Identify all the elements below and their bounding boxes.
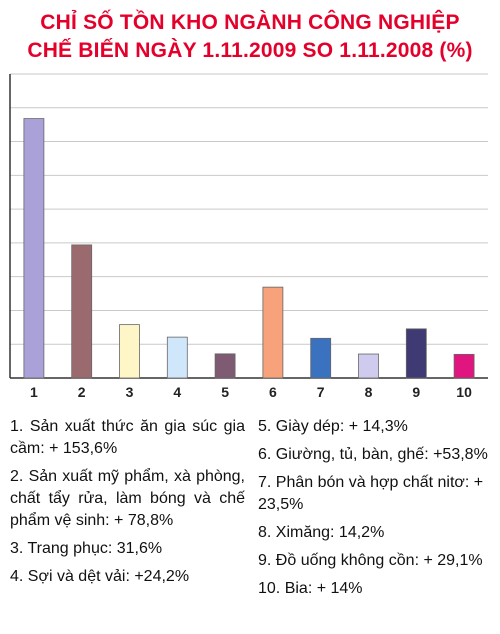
bar-4	[166, 336, 188, 379]
legend-item-3: 3. Trang phục: 31,6%	[10, 540, 163, 557]
x-tick-label-6: 6	[269, 384, 277, 400]
chart-title: CHỈ SỐ TỒN KHO NGÀNH CÔNG NGHIỆP	[40, 11, 460, 34]
legend-right-column: 5. Giày dép: + 14,3% 6. Giường, tủ, bàn,…	[258, 416, 492, 606]
legend-left-column: 1. Sản xuất thức ăn gia súc gia cầm: + 1…	[10, 416, 245, 594]
x-tick-label-8: 8	[365, 384, 373, 400]
bar-10	[453, 353, 475, 379]
legend-item-1: 1. Sản xuất thức ăn gia súc gia cầm: + 1…	[10, 418, 245, 457]
x-tick-label-10: 10	[456, 384, 472, 400]
bar-chart: 1 2 3 4 5 6 7 8 9 10	[9, 73, 488, 400]
bar-6	[262, 286, 284, 379]
x-tick-label-9: 9	[412, 384, 420, 400]
bar-3	[119, 324, 140, 379]
legend-item-9: 9. Đồ uống không cồn: + 29,1%	[258, 552, 483, 569]
bar-9	[405, 328, 427, 379]
bar-2	[71, 244, 93, 379]
x-tick-label-4: 4	[173, 384, 181, 400]
legend-item-10: 10. Bia: + 14%	[258, 580, 363, 597]
legend-item-4: 4. Sợi và dệt vải: +24,2%	[10, 568, 190, 585]
legend-item-5: 5. Giày dép: + 14,3%	[258, 418, 408, 435]
x-tick-label-7: 7	[317, 384, 325, 400]
chart-subtitle: CHẾ BIẾN NGÀY 1.11.2009 SO 1.11.2008 (%)	[27, 39, 473, 62]
bar-5	[214, 353, 236, 379]
x-tick-label-5: 5	[221, 384, 229, 400]
legend-item-6: 6. Giường, tủ, bàn, ghế: +53,8%	[258, 446, 488, 463]
legend-item-8: 8. Ximăng: 14,2%	[258, 524, 385, 541]
x-tick-label-2: 2	[78, 384, 86, 400]
legend-item-7: 7. Phân bón và hợp chất nitơ: + 23,5%	[258, 474, 484, 513]
bar-8	[358, 353, 379, 379]
bar-7	[310, 337, 332, 379]
bar-1	[23, 118, 45, 379]
x-tick-label-3: 3	[126, 384, 134, 400]
legend-item-2: 2. Sản xuất mỹ phẩm, xà phòng, chất tẩy …	[10, 468, 245, 529]
x-tick-label-1: 1	[30, 384, 38, 400]
